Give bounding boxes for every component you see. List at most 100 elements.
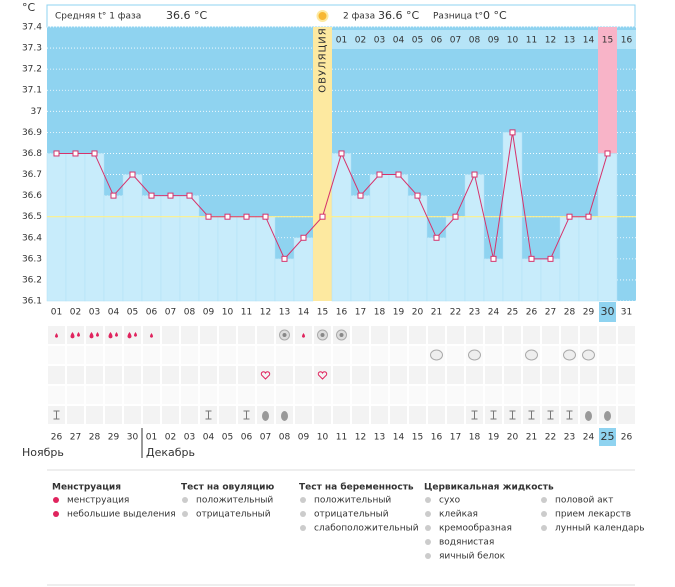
date: 18 <box>469 433 481 443</box>
symbol-cell <box>371 386 388 404</box>
symbol-cell <box>409 386 426 404</box>
preg-test-icon <box>582 349 595 361</box>
symbol-cell <box>219 406 236 424</box>
phase2-cell <box>579 30 598 49</box>
legend-item: клейкая <box>439 510 478 520</box>
day-highlight <box>599 302 616 322</box>
phase2-day: 03 <box>374 36 385 46</box>
temp-point <box>186 192 193 199</box>
phase2-day: 06 <box>431 36 443 46</box>
legend-icon <box>53 511 59 517</box>
symbol-cell <box>219 346 236 364</box>
legend-title: Менструация <box>52 483 121 493</box>
temp-point <box>433 234 440 241</box>
phase2-day: 07 <box>450 36 461 46</box>
phase2-cell <box>598 30 617 49</box>
temp-bar <box>274 258 295 302</box>
y-tick-label: 37 <box>31 107 42 117</box>
symbol-cell <box>295 386 312 404</box>
symbol-cell <box>181 406 198 424</box>
symbol-cell <box>181 386 198 404</box>
temp-bar <box>369 174 390 302</box>
symbol-cell <box>86 326 103 344</box>
legend-item: яичный белок <box>439 552 506 562</box>
temp-bar <box>236 216 257 302</box>
symbol-cell <box>390 346 407 364</box>
temp-bar <box>255 216 276 302</box>
phase2-cell <box>389 30 408 49</box>
cycle-day: 30 <box>601 305 615 318</box>
legend-item: положительный <box>314 496 391 506</box>
symbol-cell <box>295 406 312 424</box>
symbol-cell <box>314 346 331 364</box>
date: 06 <box>241 433 253 443</box>
temp-point <box>566 213 573 220</box>
symbol-cell <box>390 366 407 384</box>
date: 26 <box>51 433 63 443</box>
phase2-cell <box>408 30 427 49</box>
symbol-cell <box>257 326 274 344</box>
symbol-cell <box>200 386 217 404</box>
symbol-cell <box>447 326 464 344</box>
temp-bar <box>122 174 143 302</box>
drop-icon <box>134 332 137 337</box>
preg-test-icon <box>430 349 443 361</box>
symbol-cell <box>371 366 388 384</box>
drop-icon <box>96 332 99 337</box>
eggwhite-icon <box>585 411 592 421</box>
y-tick-label: 36.6 <box>22 191 42 201</box>
symbol-cell <box>428 366 445 384</box>
temp-point <box>72 150 79 157</box>
symbol-cell <box>314 386 331 404</box>
symbol-cell <box>618 386 635 404</box>
temp-bar <box>388 174 409 302</box>
cycle-day: 08 <box>184 308 196 318</box>
drop-icon <box>108 332 113 339</box>
symbol-cell <box>181 326 198 344</box>
temp-bar <box>540 258 561 302</box>
symbol-cell <box>295 346 312 364</box>
symbol-cell <box>143 406 160 424</box>
legend-icon <box>425 553 431 559</box>
symbol-cell <box>447 346 464 364</box>
sticky-icon <box>205 410 212 420</box>
symbol-cell <box>67 386 84 404</box>
temp-bar <box>141 195 162 302</box>
legend-item: слабоположительный <box>314 524 419 534</box>
temp-bar <box>521 258 542 302</box>
symbol-cell <box>523 326 540 344</box>
legend-icon <box>425 511 431 517</box>
symbol-cell <box>86 406 103 424</box>
symbol-cell <box>504 386 521 404</box>
legend-item: водянистая <box>439 538 494 548</box>
symbol-cell <box>542 346 559 364</box>
temp-point <box>547 255 554 262</box>
cycle-day: 11 <box>241 308 252 318</box>
drop-icon <box>77 332 80 337</box>
symbol-cell <box>485 386 502 404</box>
cycle-day: 23 <box>469 308 480 318</box>
phase2-day: 01 <box>336 36 347 46</box>
cycle-day: 17 <box>355 308 366 318</box>
phase2-day: 04 <box>393 36 405 46</box>
symbol-cell <box>67 346 84 364</box>
cycle-day: 18 <box>374 308 386 318</box>
y-tick-label: 37.2 <box>22 65 42 75</box>
legend-icon <box>53 497 59 503</box>
temp-bar <box>293 237 314 302</box>
symbol-cell <box>314 366 331 384</box>
symbol-cell <box>162 346 179 364</box>
eggwhite-icon <box>262 411 269 421</box>
legend-item: прием лекарств <box>555 510 631 520</box>
date: 14 <box>393 433 405 443</box>
phase2-cell <box>446 30 465 49</box>
symbol-cell <box>124 406 141 424</box>
date: 03 <box>184 433 195 443</box>
symbol-cell <box>276 386 293 404</box>
temp-point <box>167 192 174 199</box>
symbol-cell <box>314 406 331 424</box>
phase2-cell <box>370 30 389 49</box>
temp-point <box>357 192 364 199</box>
test-dot <box>339 333 344 337</box>
legend-item: положительный <box>196 496 273 506</box>
